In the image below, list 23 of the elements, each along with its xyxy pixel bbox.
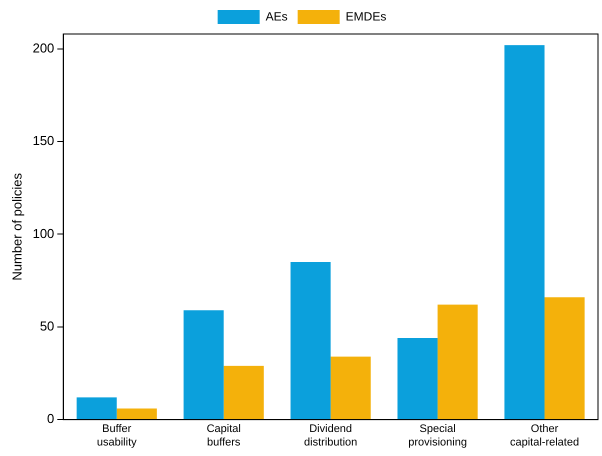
bar (330, 356, 371, 420)
y-tick-label: 150 (32, 133, 54, 148)
legend-label: AEs (266, 9, 288, 24)
bar (184, 310, 224, 420)
legend-label: EMDEs (346, 9, 386, 24)
bar (290, 262, 331, 420)
bar (116, 408, 157, 420)
bar (504, 45, 545, 420)
bar (76, 397, 117, 420)
bar (438, 304, 478, 420)
bar (544, 297, 585, 420)
y-tick-label: 50 (40, 318, 54, 334)
bar (397, 338, 438, 420)
x-tick-label: Capital buffers (206, 423, 241, 448)
x-tick-label: Other capital-related (510, 423, 580, 448)
x-tick-label: Dividend distribution (304, 423, 358, 448)
bar (224, 366, 264, 420)
y-tick-label: 200 (32, 40, 54, 56)
x-tick-label: Buffer usability (96, 423, 138, 448)
y-axis-title: Number of policies (9, 172, 24, 281)
y-tick-label: 0 (47, 411, 54, 426)
x-tick-label: Special provisioning (408, 423, 467, 448)
y-tick-label: 100 (32, 226, 54, 241)
